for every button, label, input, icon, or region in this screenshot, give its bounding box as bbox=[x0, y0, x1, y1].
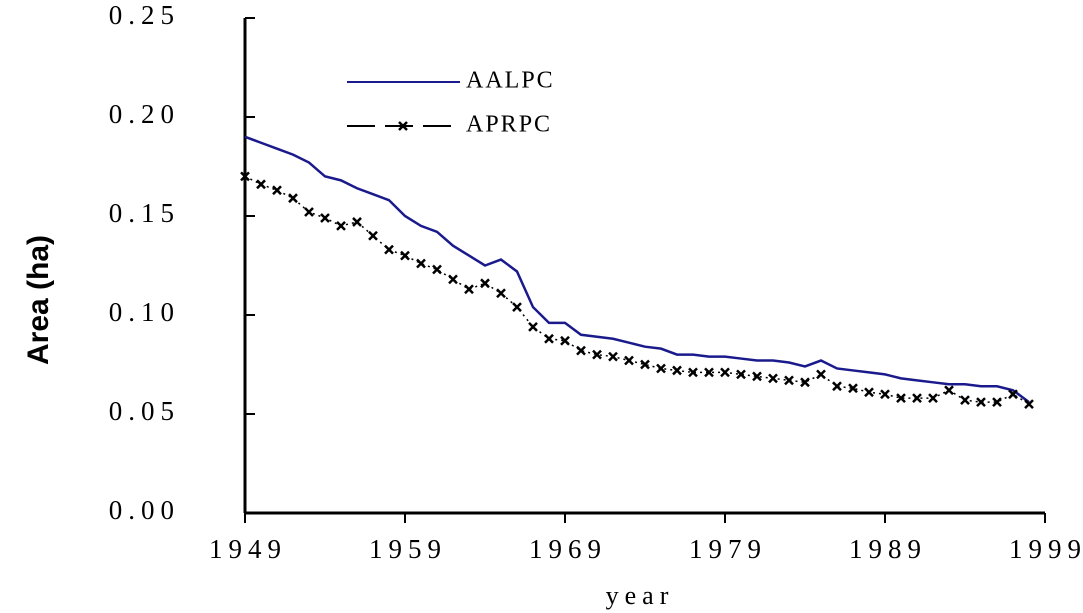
x-marker bbox=[656, 363, 666, 374]
x-marker bbox=[848, 383, 858, 394]
x-marker bbox=[832, 381, 842, 392]
x-marker bbox=[608, 351, 618, 362]
x-marker bbox=[320, 213, 330, 223]
x-tick-label: 1969 bbox=[529, 534, 607, 564]
x-marker bbox=[416, 258, 426, 269]
x-marker bbox=[240, 171, 250, 182]
x-marker bbox=[1024, 399, 1034, 409]
x-marker bbox=[272, 185, 282, 196]
x-marker bbox=[464, 284, 474, 295]
x-marker bbox=[896, 393, 906, 404]
x-marker bbox=[944, 385, 954, 396]
legend-label: APRPC bbox=[466, 112, 552, 138]
x-marker bbox=[592, 349, 602, 360]
x-marker bbox=[880, 389, 890, 400]
x-marker bbox=[704, 367, 714, 378]
y-tick-label: 0.15 bbox=[109, 198, 180, 228]
x-marker bbox=[720, 367, 730, 378]
x-marker bbox=[800, 377, 810, 388]
x-marker bbox=[768, 373, 778, 384]
x-marker bbox=[512, 302, 522, 312]
y-tick-label: 0.05 bbox=[109, 396, 180, 426]
x-marker bbox=[640, 359, 650, 370]
x-marker bbox=[544, 333, 554, 344]
y-tick-label: 0.25 bbox=[109, 0, 180, 30]
x-marker bbox=[960, 395, 970, 406]
legend-label: AALPC bbox=[466, 68, 555, 94]
x-marker bbox=[1008, 389, 1018, 400]
x-marker bbox=[304, 207, 314, 217]
x-marker bbox=[992, 397, 1002, 408]
line-series bbox=[244, 175, 1030, 405]
x-marker bbox=[560, 335, 570, 346]
x-tick-label: 1989 bbox=[849, 534, 927, 564]
x-tick-label: 1959 bbox=[369, 534, 447, 564]
x-tick-label: 1949 bbox=[209, 534, 287, 564]
x-marker bbox=[928, 393, 938, 404]
x-marker bbox=[576, 345, 586, 356]
x-marker bbox=[480, 278, 490, 289]
y-axis-title: Area (ha) bbox=[22, 235, 55, 365]
x-marker bbox=[672, 365, 682, 376]
x-marker bbox=[752, 371, 762, 382]
x-marker bbox=[816, 369, 826, 380]
x-marker bbox=[336, 221, 346, 231]
x-marker bbox=[400, 250, 410, 261]
x-marker bbox=[864, 387, 874, 398]
x-marker bbox=[432, 264, 442, 275]
line-series bbox=[244, 135, 1030, 404]
x-marker bbox=[448, 274, 458, 285]
x-marker bbox=[624, 355, 634, 366]
x-marker bbox=[352, 217, 362, 227]
y-tick-label: 0.10 bbox=[109, 297, 180, 327]
x-marker bbox=[288, 193, 298, 204]
x-marker bbox=[688, 367, 698, 378]
x-tick-label: 1979 bbox=[689, 534, 767, 564]
legend-marker bbox=[398, 121, 408, 131]
x-marker bbox=[912, 393, 922, 404]
x-marker bbox=[496, 288, 506, 299]
x-marker bbox=[256, 179, 266, 190]
x-axis-title: year bbox=[606, 581, 675, 610]
y-tick-label: 0.00 bbox=[109, 495, 180, 525]
x-tick-label: 1999 bbox=[1009, 534, 1083, 564]
x-marker bbox=[976, 397, 986, 408]
x-marker bbox=[784, 375, 794, 386]
y-tick-label: 0.20 bbox=[109, 99, 180, 129]
x-marker bbox=[368, 230, 378, 241]
x-marker bbox=[528, 321, 538, 332]
x-marker bbox=[736, 369, 746, 380]
x-marker bbox=[384, 244, 394, 255]
